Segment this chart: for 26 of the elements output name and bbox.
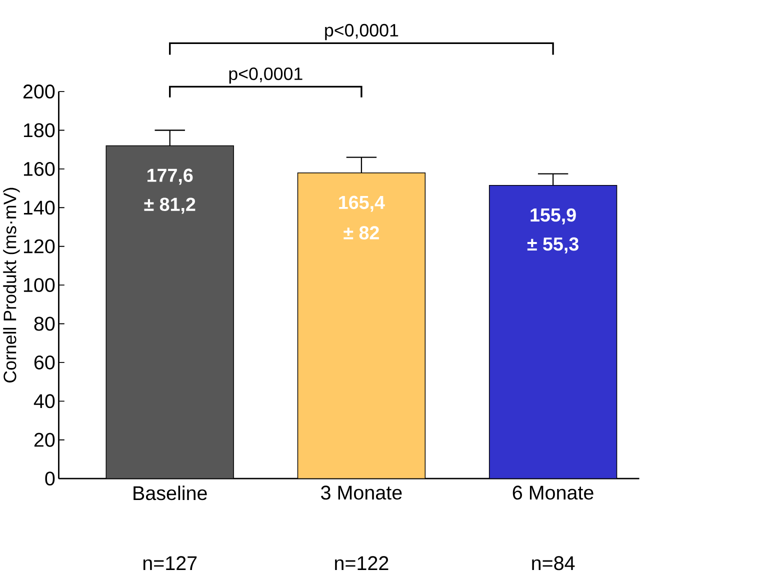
y-tick-label: 100	[24, 278, 55, 292]
text: n=127	[143, 556, 197, 570]
annotation: ± 82	[344, 226, 379, 240]
annotation: 177,6	[148, 168, 193, 185]
text: n=84	[532, 556, 575, 570]
y-tick-label: 0	[45, 472, 55, 486]
x-tick-label: 3 Monate	[321, 486, 402, 500]
x-tick-label: 6 Monate	[512, 486, 594, 500]
y-tick-label: 20	[34, 432, 55, 447]
y-tick-label: 80	[34, 316, 55, 331]
y-tick-label: 200	[23, 84, 55, 99]
y-axis-title: Cornell Produkt (ms·mV)	[3, 188, 20, 382]
annotation: 165,4	[339, 196, 385, 212]
annotation: 155,9	[530, 208, 576, 224]
x-tick-label: Baseline	[134, 486, 207, 500]
y-tick-label: 160	[24, 162, 55, 176]
y-tick-label: 40	[34, 394, 55, 408]
annotation: ± 81,2	[144, 198, 196, 214]
text: p<0,0001	[325, 24, 398, 40]
annotation: ± 55,3	[527, 237, 578, 254]
y-tick-label: 180	[24, 123, 55, 138]
y-tick-label: 60	[34, 356, 55, 370]
y-tick-label: 140	[24, 200, 55, 215]
text: n=122	[335, 556, 388, 570]
y-tick-label: 120	[24, 239, 55, 254]
text: p<0,0001	[229, 68, 302, 84]
